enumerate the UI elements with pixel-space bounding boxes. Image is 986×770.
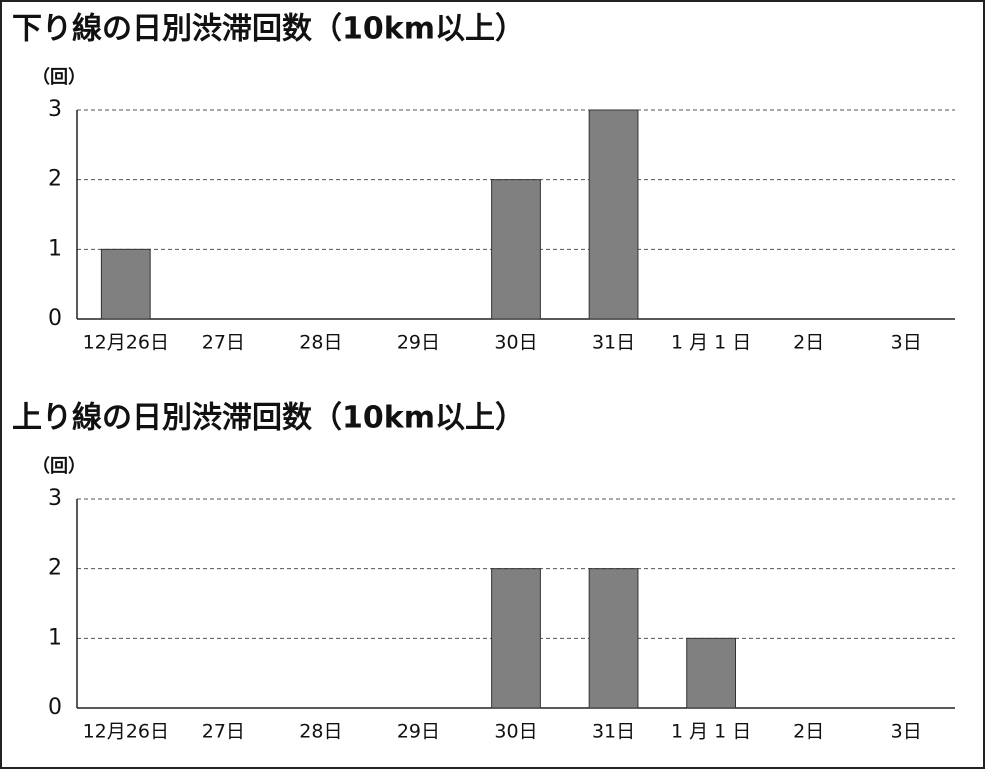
x-tick-label: 30日	[494, 332, 537, 354]
y-tick-label: 2	[48, 167, 62, 192]
x-tick-label: 31日	[592, 332, 635, 354]
x-tick-label: 12月26日	[83, 332, 169, 354]
x-tick-label: 3日	[891, 721, 922, 743]
bar	[588, 568, 639, 709]
bar	[686, 637, 737, 709]
x-tick-label: 27日	[202, 721, 245, 743]
y-tick-label: 0	[48, 695, 62, 720]
chart-title: 下り線の日別渋滞回数（10km以上）	[12, 12, 525, 47]
x-tick-label: 12月26日	[83, 721, 169, 743]
x-tick-label: 2日	[793, 721, 824, 743]
y-tick-label: 3	[48, 486, 62, 511]
y-axis-label: （回）	[32, 67, 86, 88]
y-tick-label: 2	[48, 556, 62, 581]
x-tick-label: 1 月 1 日	[671, 721, 751, 743]
bar	[491, 568, 541, 709]
x-tick-label: 31日	[592, 721, 635, 743]
x-tick-label: 30日	[494, 721, 537, 743]
chart-title: 上り線の日別渋滞回数（10km以上）	[12, 401, 525, 436]
y-tick-label: 3	[48, 97, 62, 122]
x-tick-label: 28日	[299, 721, 342, 743]
y-tick-label: 1	[48, 236, 62, 261]
bar	[588, 109, 639, 320]
x-tick-label: 27日	[202, 332, 245, 354]
y-tick-label: 1	[48, 625, 62, 650]
bar	[100, 248, 151, 320]
x-tick-label: 2日	[793, 332, 824, 354]
x-tick-label: 1 月 1 日	[671, 332, 751, 354]
y-tick-label: 0	[48, 306, 62, 331]
x-tick-label: 3日	[891, 332, 922, 354]
x-tick-label: 29日	[397, 721, 440, 743]
bar	[491, 179, 541, 320]
x-tick-label: 29日	[397, 332, 440, 354]
x-tick-label: 28日	[299, 332, 342, 354]
y-axis-label: （回）	[32, 456, 86, 477]
